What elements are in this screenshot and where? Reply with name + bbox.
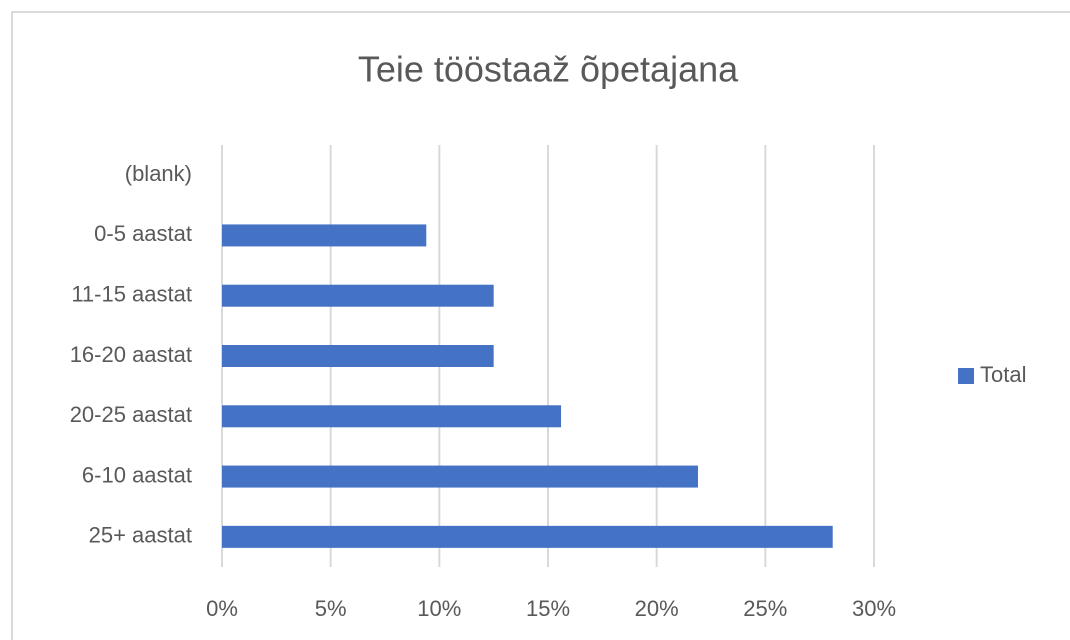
chart-title: Teie tööstaaž õpetajana <box>358 49 739 90</box>
x-tick-label: 15% <box>526 596 570 621</box>
bar <box>222 284 494 307</box>
x-tick-label: 30% <box>852 596 896 621</box>
x-tick-label: 10% <box>417 596 461 621</box>
y-tick-label: 16-20 aastat <box>70 342 192 367</box>
y-tick-label: 20-25 aastat <box>70 402 192 427</box>
y-tick-label: 0-5 aastat <box>94 221 192 246</box>
x-tick-label: 25% <box>743 596 787 621</box>
bar <box>222 405 562 428</box>
x-tick-label: 5% <box>315 596 347 621</box>
y-tick-label: 6-10 aastat <box>82 462 192 487</box>
legend-swatch <box>958 368 974 384</box>
x-tick-label: 20% <box>635 596 679 621</box>
bar <box>222 224 427 247</box>
bar <box>222 525 833 548</box>
bar <box>222 465 698 488</box>
x-tick-label: 0% <box>206 596 238 621</box>
legend-label: Total <box>980 362 1026 387</box>
y-tick-label: 25+ aastat <box>89 523 192 548</box>
bar <box>222 345 494 367</box>
y-tick-label: (blank) <box>125 161 192 186</box>
y-tick-label: 11-15 aastat <box>71 282 192 307</box>
